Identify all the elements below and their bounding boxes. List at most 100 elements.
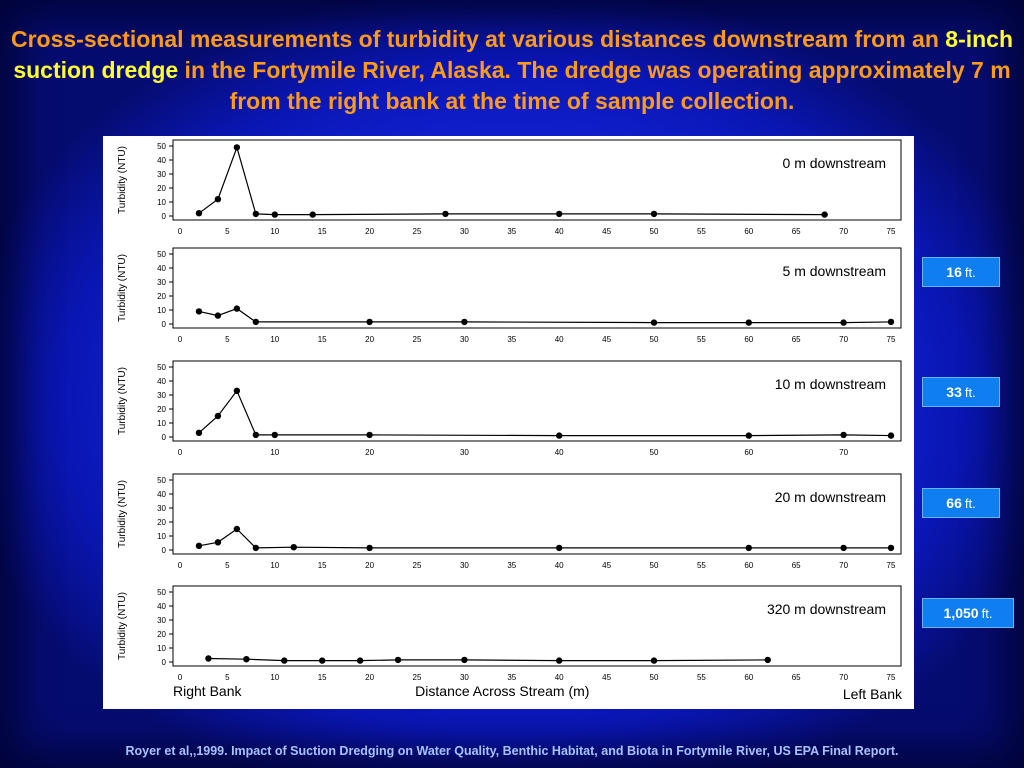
y-tick-label: 10	[157, 644, 166, 653]
x-tick-label: 70	[839, 227, 848, 236]
x-tick-label: 30	[460, 227, 469, 236]
x-tick-label: 30	[460, 561, 469, 570]
data-point	[556, 432, 563, 439]
data-point	[281, 657, 288, 664]
x-tick-label: 60	[744, 673, 753, 682]
data-point	[366, 544, 373, 552]
data-point	[214, 539, 222, 546]
distance-label-unit: ft.	[964, 264, 976, 280]
x-tick-label: 15	[318, 561, 327, 570]
x-tick-label: 20	[365, 561, 374, 570]
x-tick-label: 25	[413, 673, 422, 682]
y-tick-label: 20	[157, 292, 166, 301]
data-point	[840, 319, 847, 326]
x-axis-label: Distance Across Stream (m)	[415, 683, 589, 699]
data-point	[764, 656, 771, 664]
x-tick-label: 25	[413, 227, 422, 236]
data-point	[650, 210, 658, 218]
data-point	[461, 656, 468, 664]
x-tick-label: 5	[225, 561, 230, 570]
y-tick-label: 40	[157, 264, 166, 273]
plot-frame	[172, 360, 902, 442]
y-tick-label: 50	[157, 476, 166, 485]
y-tick-label: 10	[157, 198, 166, 207]
data-point	[821, 211, 828, 218]
x-tick-label: 55	[697, 227, 706, 236]
panel-annotation: 20 m downstream	[775, 489, 886, 505]
data-point	[205, 655, 212, 662]
x-tick-label: 60	[744, 561, 753, 570]
citation-footer: Royer et al,,1999. Impact of Suction Dre…	[125, 744, 899, 758]
data-point	[556, 210, 563, 218]
y-axis-label: Turbidity (NTU)	[117, 367, 128, 435]
data-point	[745, 432, 752, 439]
y-tick-label: 50	[157, 363, 166, 372]
x-tick-label: 20	[365, 673, 374, 682]
x-tick-label: 30	[460, 448, 469, 457]
data-point	[887, 432, 895, 439]
x-tick-label: 60	[744, 448, 753, 457]
data-point	[214, 312, 222, 319]
x-tick-label: 5	[225, 335, 230, 344]
data-point	[243, 656, 250, 663]
data-point	[233, 305, 241, 312]
x-tick-label: 25	[413, 561, 422, 570]
y-tick-label: 50	[157, 250, 166, 259]
data-point	[394, 656, 402, 664]
y-tick-label: 10	[157, 306, 166, 315]
data-point	[650, 319, 658, 326]
y-tick-label: 0	[162, 212, 167, 221]
x-tick-label: 15	[318, 335, 327, 344]
x-tick-label: 70	[839, 335, 848, 344]
x-tick-label: 50	[650, 673, 659, 682]
data-point	[252, 210, 260, 218]
turbidity-line	[198, 145, 825, 216]
y-tick-label: 20	[157, 405, 166, 414]
title-part-1: Cross-sectional measurements of turbidit…	[10, 26, 946, 52]
right-bank-caption: Right Bank	[173, 683, 242, 699]
distance-label-number: 1,050	[943, 605, 979, 621]
turbidity-line	[198, 389, 892, 437]
data-point	[356, 657, 364, 664]
turbidity-line	[208, 657, 768, 662]
left-bank-caption: Left Bank	[843, 686, 903, 702]
x-tick-label: 40	[555, 561, 564, 570]
x-tick-label: 0	[178, 561, 183, 570]
x-tick-label: 45	[602, 335, 611, 344]
x-tick-label: 0	[178, 227, 183, 236]
x-tick-label: 70	[839, 448, 848, 457]
x-tick-label: 45	[602, 561, 611, 570]
distance-label-16ft: 16 ft.	[922, 257, 1000, 287]
x-tick-label: 70	[839, 673, 848, 682]
x-tick-label: 25	[413, 335, 422, 344]
x-tick-label: 40	[555, 227, 564, 236]
y-tick-label: 50	[157, 588, 166, 597]
x-tick-label: 60	[744, 227, 753, 236]
data-point	[840, 431, 847, 439]
x-tick-label: 40	[555, 448, 564, 457]
data-point	[195, 429, 203, 436]
distance-label-1050ft: 1,050 ft.	[922, 598, 1014, 628]
panel-annotation: 0 m downstream	[783, 155, 886, 171]
data-point	[195, 308, 203, 315]
x-tick-label: 20	[365, 335, 374, 344]
x-tick-label: 10	[270, 335, 279, 344]
x-tick-label: 35	[507, 673, 516, 682]
data-point	[233, 525, 241, 533]
x-tick-label: 65	[792, 673, 801, 682]
slide-title: Cross-sectional measurements of turbidit…	[8, 24, 1016, 117]
x-tick-label: 5	[225, 673, 230, 682]
x-tick-label: 10	[270, 448, 279, 457]
data-point	[442, 210, 449, 218]
x-tick-label: 15	[318, 673, 327, 682]
plot-frame	[172, 585, 902, 667]
y-axis-label: Turbidity (NTU)	[117, 592, 128, 660]
x-tick-label: 65	[792, 227, 801, 236]
data-point	[195, 210, 203, 217]
data-point	[887, 318, 895, 326]
data-point	[252, 544, 260, 552]
x-tick-label: 65	[792, 561, 801, 570]
x-tick-label: 40	[555, 335, 564, 344]
x-tick-label: 35	[507, 335, 516, 344]
x-tick-label: 55	[697, 335, 706, 344]
